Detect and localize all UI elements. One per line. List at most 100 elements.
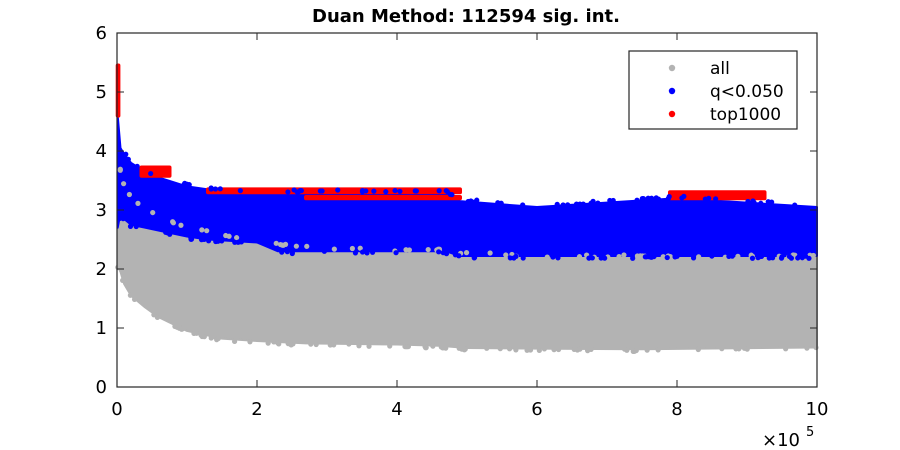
data-point [282, 241, 289, 247]
x-tick-label: 0 [111, 399, 122, 420]
data-point [471, 254, 477, 260]
data-point [204, 228, 210, 234]
x-exponent-label: ×10 5 [762, 425, 814, 450]
data-point [131, 296, 138, 302]
data-point [212, 186, 219, 192]
data-point [127, 223, 134, 229]
series-segment-top1000-2 [206, 187, 462, 195]
data-point [463, 250, 470, 256]
data-point [748, 200, 755, 206]
data-point [640, 196, 647, 202]
data-point [154, 314, 161, 321]
data-point [123, 151, 129, 157]
data-point [792, 202, 798, 208]
y-tick-label: 0 [96, 377, 107, 398]
data-point [436, 188, 442, 194]
data-point [511, 255, 517, 261]
data-point [550, 254, 556, 260]
data-point [497, 346, 503, 352]
y-axis: 0 1 2 3 4 5 6 [96, 23, 817, 398]
data-point [293, 243, 299, 249]
data-point [170, 220, 176, 226]
data-point [681, 193, 687, 199]
x-tick-label: 8 [671, 399, 682, 420]
data-point [449, 192, 455, 198]
legend-marker [668, 64, 676, 72]
data-point [413, 188, 419, 194]
data-point [121, 181, 127, 187]
data-point [359, 187, 366, 194]
data-point [462, 346, 468, 352]
data-point [237, 188, 243, 194]
data-point [813, 344, 819, 351]
x-axis: 0 2 4 6 8 10 [111, 33, 828, 420]
data-point [804, 345, 810, 351]
data-point [471, 199, 477, 205]
data-point [148, 170, 154, 177]
data-point [541, 346, 547, 352]
data-point [810, 252, 816, 259]
data-point [425, 246, 431, 253]
data-point [520, 202, 526, 208]
data-point [186, 182, 192, 188]
data-point [660, 254, 666, 260]
data-point [666, 194, 672, 200]
data-point [577, 201, 583, 207]
data-point [729, 253, 735, 259]
data-point [387, 343, 393, 349]
data-point [595, 200, 601, 206]
data-point [758, 200, 764, 206]
data-point [150, 209, 156, 216]
data-point [622, 346, 628, 352]
data-point [571, 346, 577, 352]
y-tick-label: 5 [96, 82, 107, 103]
data-point [713, 196, 719, 202]
data-point [352, 250, 359, 256]
data-point [135, 200, 141, 206]
data-point [125, 156, 131, 162]
data-point [621, 252, 627, 258]
data-point [277, 241, 284, 248]
data-point [235, 239, 241, 245]
data-point [769, 199, 775, 205]
data-point [544, 254, 550, 260]
data-point [226, 233, 232, 239]
data-point [356, 343, 362, 349]
data-point [271, 339, 277, 345]
y-tick-label: 2 [96, 259, 107, 280]
data-point [706, 195, 712, 201]
data-point [589, 255, 595, 261]
data-point [577, 346, 583, 352]
series-segment-top1000-1 [139, 165, 172, 178]
data-point [164, 230, 171, 236]
data-point [610, 197, 616, 204]
data-point [127, 292, 134, 298]
data-point [487, 250, 493, 256]
data-point [513, 347, 519, 353]
data-point [709, 253, 715, 259]
data-point [440, 250, 446, 256]
data-point [219, 238, 225, 244]
data-point [555, 255, 561, 261]
data-point [134, 163, 140, 169]
data-point [357, 245, 363, 251]
data-point [369, 249, 376, 255]
data-point [392, 187, 398, 194]
data-point [440, 345, 446, 351]
data-point [284, 249, 290, 255]
data-point [188, 236, 194, 242]
data-point [456, 253, 462, 259]
data-point [117, 166, 123, 172]
data-point [536, 347, 542, 354]
data-point [801, 253, 807, 259]
data-point [346, 341, 352, 347]
data-point [404, 344, 410, 350]
data-point [393, 250, 399, 256]
data-point [291, 187, 297, 193]
series-segment-top1000-3 [304, 195, 462, 201]
legend-marker [668, 87, 676, 95]
data-point [349, 245, 355, 252]
data-point [565, 202, 571, 208]
data-point [498, 200, 504, 206]
